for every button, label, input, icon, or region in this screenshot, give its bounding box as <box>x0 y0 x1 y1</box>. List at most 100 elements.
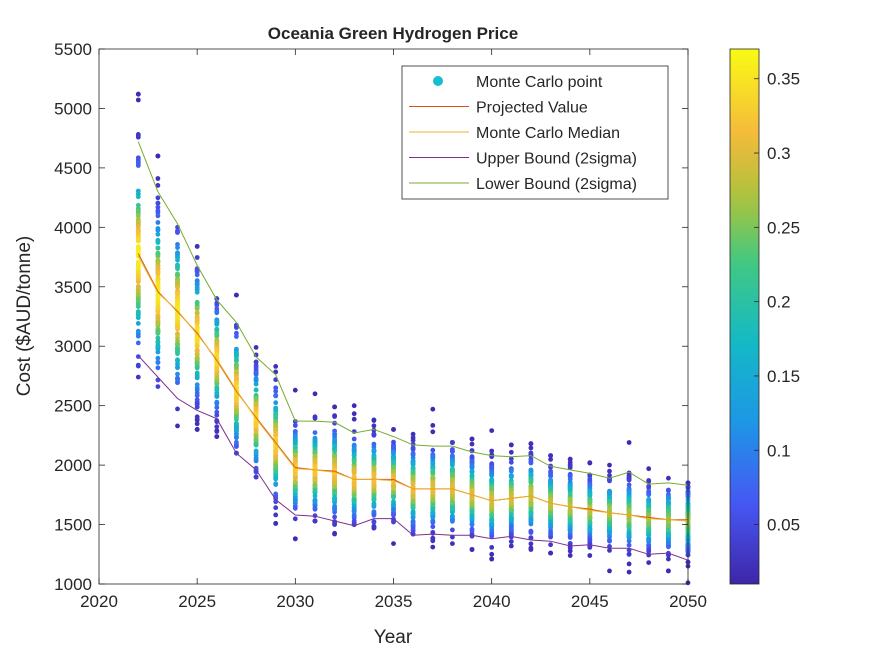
monte-carlo-point <box>214 405 220 410</box>
monte-carlo-point <box>155 275 161 281</box>
monte-carlo-point <box>292 438 298 444</box>
monte-carlo-point <box>528 517 534 523</box>
legend-label: Lower Bound (2sigma) <box>476 176 637 193</box>
y-tick-label: 5000 <box>54 99 92 118</box>
monte-carlo-point <box>155 237 161 243</box>
monte-carlo-point <box>253 371 259 377</box>
monte-carlo-point <box>292 444 298 450</box>
monte-carlo-point <box>332 432 337 438</box>
monte-carlo-point <box>430 510 436 515</box>
monte-carlo-point <box>292 449 298 454</box>
monte-carlo-point <box>489 478 495 483</box>
monte-carlo-point <box>548 511 553 516</box>
monte-carlo-point <box>567 509 573 514</box>
monte-carlo-point <box>253 392 259 398</box>
monte-carlo-point <box>292 457 298 463</box>
monte-carlo-point <box>626 532 632 537</box>
monte-carlo-point <box>292 484 298 490</box>
monte-carlo-point <box>391 427 396 432</box>
monte-carlo-point <box>430 423 436 428</box>
monte-carlo-point <box>626 569 632 575</box>
monte-carlo-point <box>626 470 632 476</box>
monte-carlo-point <box>155 384 161 389</box>
monte-carlo-point <box>351 518 357 524</box>
monte-carlo-point <box>391 472 396 477</box>
monte-carlo-point <box>410 494 416 500</box>
monte-carlo-point <box>469 495 475 501</box>
monte-carlo-point <box>508 449 514 455</box>
monte-carlo-point <box>626 503 632 508</box>
legend-label: Upper Bound (2sigma) <box>476 151 637 168</box>
monte-carlo-point <box>430 429 436 435</box>
monte-carlo-point <box>253 359 259 365</box>
monte-carlo-point <box>371 460 377 466</box>
monte-carlo-point <box>175 301 180 306</box>
monte-carlo-point <box>214 390 220 396</box>
monte-carlo-point <box>175 291 180 297</box>
monte-carlo-point <box>332 514 337 520</box>
monte-carlo-point <box>253 469 259 475</box>
monte-carlo-point <box>567 535 573 540</box>
monte-carlo-point <box>155 355 161 361</box>
monte-carlo-point <box>253 352 259 358</box>
monte-carlo-point <box>410 525 416 531</box>
monte-carlo-point <box>234 408 239 414</box>
monte-carlo-point <box>430 406 436 412</box>
monte-carlo-point <box>135 188 141 194</box>
colorbar-tick-label: 0.2 <box>767 293 791 312</box>
monte-carlo-point <box>508 484 514 490</box>
monte-carlo-point <box>567 463 573 468</box>
monte-carlo-point <box>135 269 141 275</box>
monte-carlo-point <box>332 530 337 536</box>
monte-carlo-point <box>253 455 259 461</box>
monte-carlo-point <box>194 416 200 422</box>
monte-carlo-point <box>234 431 239 437</box>
monte-carlo-point <box>508 468 514 474</box>
legend-label: Monte Carlo point <box>476 74 603 91</box>
monte-carlo-point <box>292 471 298 477</box>
monte-carlo-point <box>194 356 200 361</box>
monte-carlo-point <box>528 528 534 534</box>
monte-carlo-point <box>135 374 141 380</box>
monte-carlo-point <box>528 490 534 495</box>
monte-carlo-point <box>469 480 475 486</box>
monte-carlo-point <box>548 480 553 485</box>
monte-carlo-point <box>273 427 279 432</box>
monte-carlo-point <box>214 340 220 346</box>
x-tick-label: 2045 <box>571 592 609 611</box>
legend-label: Projected Value <box>476 100 588 117</box>
monte-carlo-point <box>450 468 455 474</box>
monte-carlo-point <box>292 498 298 503</box>
monte-carlo-point <box>567 476 573 482</box>
monte-carlo-point <box>646 488 652 494</box>
monte-carlo-point <box>155 282 161 287</box>
monte-carlo-point <box>469 441 475 447</box>
monte-carlo-point <box>194 337 200 342</box>
monte-carlo-point <box>214 352 220 357</box>
monte-carlo-point <box>430 524 436 530</box>
monte-carlo-point <box>567 498 573 503</box>
monte-carlo-point <box>292 387 298 393</box>
monte-carlo-point <box>332 476 337 482</box>
monte-carlo-point <box>135 285 141 290</box>
monte-carlo-point <box>469 462 475 468</box>
y-tick-label: 1500 <box>54 516 92 535</box>
monte-carlo-point <box>292 435 298 440</box>
monte-carlo-point <box>469 473 475 478</box>
monte-carlo-point <box>371 455 377 460</box>
monte-carlo-point <box>332 489 337 495</box>
monte-carlo-point <box>508 459 514 465</box>
monte-carlo-point <box>273 449 279 455</box>
monte-carlo-point <box>646 478 652 483</box>
monte-carlo-point <box>253 448 259 454</box>
monte-carlo-point <box>646 497 652 503</box>
monte-carlo-point <box>450 514 455 519</box>
monte-carlo-point <box>175 229 180 235</box>
monte-carlo-point <box>135 208 141 214</box>
monte-carlo-point <box>371 478 377 484</box>
monte-carlo-point <box>489 556 495 562</box>
monte-carlo-point <box>391 507 396 513</box>
monte-carlo-point <box>292 429 298 434</box>
monte-carlo-point <box>489 461 495 467</box>
monte-carlo-point <box>371 427 377 433</box>
